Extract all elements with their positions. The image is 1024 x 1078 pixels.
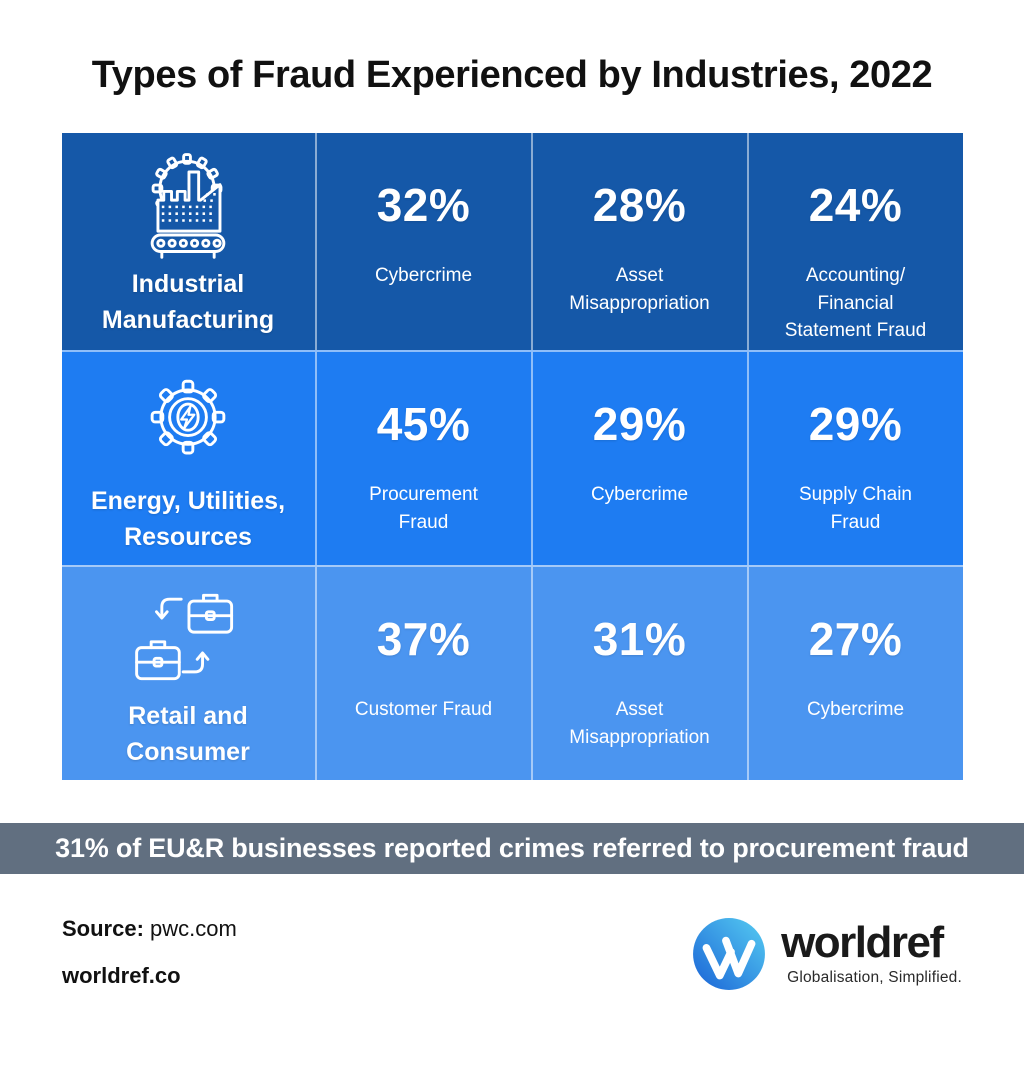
stat-value: 45% [376, 398, 471, 450]
stat-label: Supply Chain Fraud [798, 484, 913, 533]
stat-cell: 32% Cybercrime [314, 133, 531, 350]
stat-cell: 29% Supply Chain Fraud [746, 350, 963, 565]
industry-cell-energy-utilities-resources: Energy, Utilities, Resources [61, 350, 315, 565]
brand-name: worldref [781, 918, 944, 967]
factory-icon [125, 145, 251, 263]
stat-label: Accounting/ Financial Statement Fraud [784, 265, 927, 342]
footer-left: Source: pwc.com worldref.co [62, 916, 237, 989]
callout-text: 31% of EU&R businesses reported crimes r… [55, 833, 969, 863]
brand-tagline: Globalisation, Simplified. [787, 969, 962, 986]
stat-label: Procurement Fraud [369, 484, 478, 533]
stat-cell: 31% Asset Misappropriation [530, 565, 747, 780]
industry-cell-industrial-manufacturing: Industrial Manufacturing [61, 133, 315, 350]
stat-label: Asset Misappropriation [569, 699, 710, 748]
stat-cell: 29% Cybercrime [530, 350, 747, 565]
stat-value: 27% [808, 613, 903, 665]
stat-cell: 27% Cybercrime [746, 565, 963, 780]
fraud-table: Industrial Manufacturing 32% Cybercrime … [61, 133, 963, 780]
stat-label: Cybercrime [590, 484, 689, 505]
retail-exchange-icon [125, 577, 251, 695]
page-title: Types of Fraud Experienced by Industries… [91, 54, 933, 96]
stat-value: 29% [808, 398, 903, 450]
stat-value: 31% [592, 613, 687, 665]
source-value: pwc.com [150, 916, 237, 941]
stat-value: 29% [592, 398, 687, 450]
industry-label: Industrial Manufacturing [101, 270, 275, 334]
stat-value: 37% [376, 613, 471, 665]
energy-gear-icon [125, 362, 251, 480]
stat-cell: 28% Asset Misappropriation [530, 133, 747, 350]
stat-label: Customer Fraud [354, 699, 493, 720]
industry-label: Energy, Utilities, Resources [90, 487, 286, 551]
industry-label: Retail and Consumer [126, 702, 250, 766]
footer: Source: pwc.com worldref.co worldref Glo… [0, 916, 1024, 992]
stat-cell: 45% Procurement Fraud [314, 350, 531, 565]
worldref-logo-icon [693, 918, 766, 990]
stat-value: 24% [808, 179, 903, 231]
worldref-logo-text: worldref Globalisation, Simplified. [781, 921, 962, 987]
stat-value: 28% [592, 179, 687, 231]
stat-label: Asset Misappropriation [569, 265, 710, 314]
stat-cell: 24% Accounting/ Financial Statement Frau… [746, 133, 963, 350]
source-line: Source: pwc.com [62, 916, 237, 942]
stat-value: 32% [376, 179, 471, 231]
callout-bar: 31% of EU&R businesses reported crimes r… [0, 823, 1024, 874]
stat-label: Cybercrime [374, 265, 473, 286]
source-label: Source: [62, 916, 144, 941]
industry-cell-retail-and-consumer: Retail and Consumer [61, 565, 315, 780]
stat-label: Cybercrime [806, 699, 905, 720]
website-link[interactable]: worldref.co [62, 963, 181, 988]
worldref-logo: worldref Globalisation, Simplified. [691, 916, 962, 992]
stat-cell: 37% Customer Fraud [314, 565, 531, 780]
